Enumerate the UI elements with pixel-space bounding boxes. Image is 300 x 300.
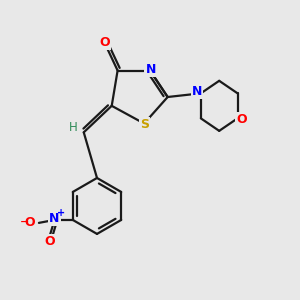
Text: +: + xyxy=(57,208,65,218)
Text: H: H xyxy=(69,121,78,134)
Text: N: N xyxy=(192,85,202,98)
Text: −: − xyxy=(20,216,29,226)
Text: N: N xyxy=(49,212,60,225)
Text: O: O xyxy=(236,113,247,126)
Text: O: O xyxy=(25,216,35,230)
Text: O: O xyxy=(45,235,56,248)
Text: N: N xyxy=(146,63,156,76)
Text: O: O xyxy=(99,36,110,49)
Text: S: S xyxy=(140,118,149,131)
